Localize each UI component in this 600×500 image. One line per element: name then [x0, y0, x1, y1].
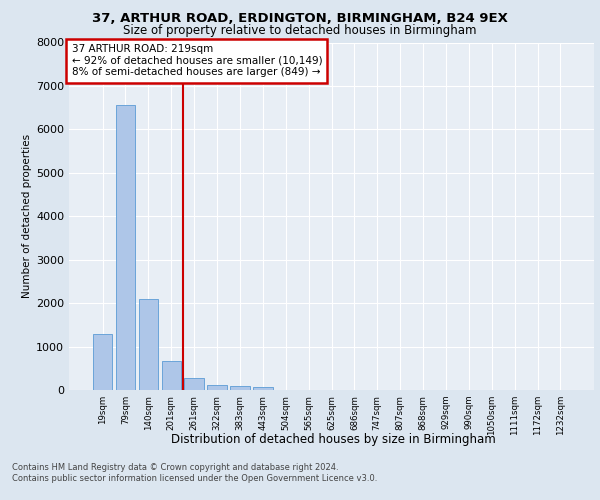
Bar: [230, 386, 250, 390]
Text: Contains HM Land Registry data © Crown copyright and database right 2024.: Contains HM Land Registry data © Crown c…: [12, 462, 338, 471]
Text: Size of property relative to detached houses in Birmingham: Size of property relative to detached ho…: [123, 24, 477, 37]
Bar: [139, 299, 158, 390]
Bar: [253, 386, 272, 390]
Bar: [208, 385, 227, 390]
Text: 37 ARTHUR ROAD: 219sqm
← 92% of detached houses are smaller (10,149)
8% of semi-: 37 ARTHUR ROAD: 219sqm ← 92% of detached…: [71, 44, 322, 78]
Text: Distribution of detached houses by size in Birmingham: Distribution of detached houses by size …: [170, 432, 496, 446]
Bar: [161, 362, 181, 390]
Bar: [184, 378, 204, 390]
Text: 37, ARTHUR ROAD, ERDINGTON, BIRMINGHAM, B24 9EX: 37, ARTHUR ROAD, ERDINGTON, BIRMINGHAM, …: [92, 12, 508, 26]
Bar: [116, 106, 135, 390]
Y-axis label: Number of detached properties: Number of detached properties: [22, 134, 32, 298]
Text: Contains public sector information licensed under the Open Government Licence v3: Contains public sector information licen…: [12, 474, 377, 483]
Bar: [93, 334, 112, 390]
